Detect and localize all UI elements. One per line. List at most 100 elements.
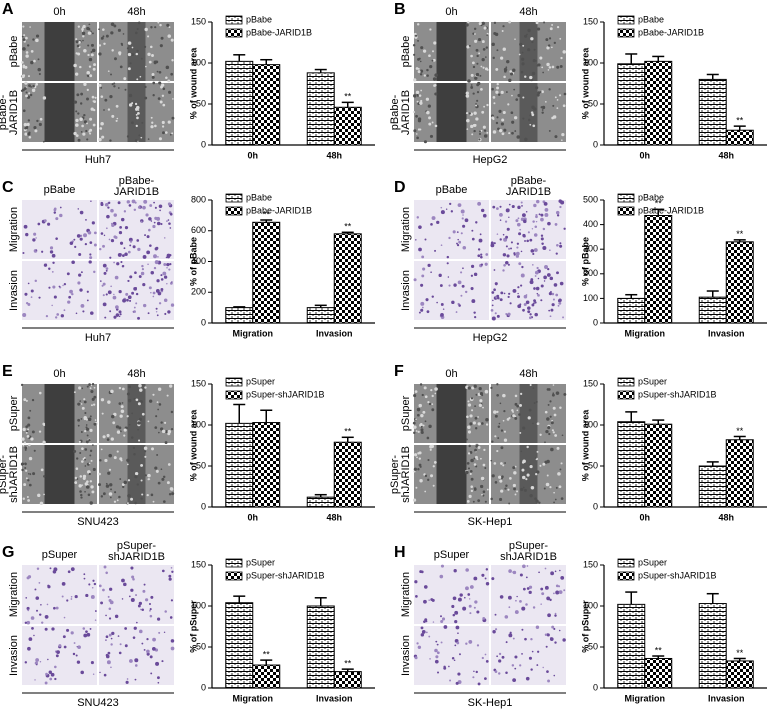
cell-speck [498, 475, 502, 479]
stained-cell [480, 263, 484, 266]
cell-speck [477, 81, 481, 86]
cell-speck [481, 493, 483, 496]
cell-speck [490, 386, 493, 389]
cell-speck [30, 437, 34, 441]
image-bg [491, 565, 566, 624]
cell-speck [419, 423, 423, 426]
stained-cell [78, 252, 82, 257]
stained-cell [533, 287, 536, 290]
cell-speck [87, 31, 92, 35]
cell-speck [472, 32, 475, 35]
stained-cell [562, 316, 565, 319]
stained-cell [440, 619, 444, 623]
cell-speck [497, 93, 501, 96]
stained-cell [170, 566, 173, 569]
micrograph [99, 626, 175, 685]
stained-cell [423, 599, 427, 604]
image-bg [414, 261, 489, 320]
cell-speck [470, 458, 474, 463]
cell-speck [25, 469, 28, 472]
stained-cell [502, 253, 507, 257]
cell-speck [541, 66, 544, 69]
stained-cell [550, 308, 554, 312]
cell-speck [144, 455, 147, 458]
cell-speck [121, 483, 125, 486]
cell-speck [109, 94, 113, 99]
cell-speck [75, 123, 79, 127]
stained-cell [563, 589, 566, 592]
stained-cell [555, 293, 559, 297]
stained-cell [445, 208, 448, 210]
cell-speck [492, 56, 495, 60]
stained-cell [455, 311, 458, 313]
cell-speck [23, 441, 27, 444]
stained-cell [542, 666, 544, 669]
cell-speck [536, 450, 539, 453]
cell-speck [529, 383, 532, 387]
cell-speck [499, 402, 502, 405]
stained-cell [116, 262, 120, 266]
stained-cell [89, 256, 93, 260]
cell-speck [158, 137, 162, 141]
stained-cell [155, 661, 160, 666]
column-label: 0h [53, 6, 65, 18]
stained-cell [132, 245, 136, 249]
stained-cell [420, 283, 424, 287]
stained-cell [148, 217, 152, 221]
stained-cell [503, 292, 506, 295]
cell-speck [128, 385, 132, 389]
y-tick-label: 600 [191, 225, 206, 235]
stained-cell [550, 571, 555, 576]
cell-speck [412, 421, 416, 425]
cell-speck [545, 38, 549, 42]
stained-cell [512, 571, 515, 574]
stained-cell [477, 682, 481, 686]
stained-cell [533, 203, 537, 208]
stained-cell [129, 240, 133, 243]
cell-speck [116, 430, 121, 434]
cell-speck [88, 472, 91, 476]
stained-cell [169, 263, 172, 266]
cell-speck [35, 34, 40, 38]
stained-cell [530, 638, 533, 641]
wound-gap [44, 384, 75, 443]
stained-cell [492, 299, 494, 302]
y-tick-label: 400 [191, 256, 206, 266]
stained-cell [559, 205, 562, 209]
panel-letter: E [2, 363, 13, 380]
cell-speck [113, 456, 117, 460]
panel-letter: D [394, 179, 406, 196]
stained-cell [536, 292, 539, 295]
cell-speck [28, 456, 33, 461]
cell-speck [154, 26, 157, 29]
stained-cell [154, 206, 157, 209]
stained-cell [528, 585, 533, 589]
stained-cell [140, 608, 142, 611]
cell-speck [559, 37, 562, 40]
stained-cell [160, 222, 163, 226]
stained-cell [558, 301, 562, 305]
significance-label: ** [655, 199, 663, 209]
cell-speck [506, 417, 510, 421]
cell-speck [88, 130, 91, 133]
stained-cell [145, 213, 149, 217]
cell-speck [552, 384, 555, 386]
cell-speck [426, 110, 430, 115]
cell-speck [92, 467, 96, 471]
significance-label: ** [655, 645, 663, 655]
stained-cell [428, 599, 430, 601]
row-label: Invasion [400, 635, 412, 676]
y-tick-label: 50 [588, 98, 598, 108]
stained-cell [79, 237, 83, 241]
cell-speck [562, 50, 566, 54]
stained-cell [499, 205, 502, 208]
stained-cell [157, 676, 160, 680]
stained-cell [75, 654, 78, 657]
cell-speck [110, 488, 113, 491]
cell-speck [81, 30, 84, 32]
stained-cell [558, 298, 562, 303]
cell-speck [465, 23, 469, 27]
stained-cell [169, 227, 172, 229]
row-label: pSuper [8, 395, 20, 431]
stained-cell [102, 302, 107, 307]
